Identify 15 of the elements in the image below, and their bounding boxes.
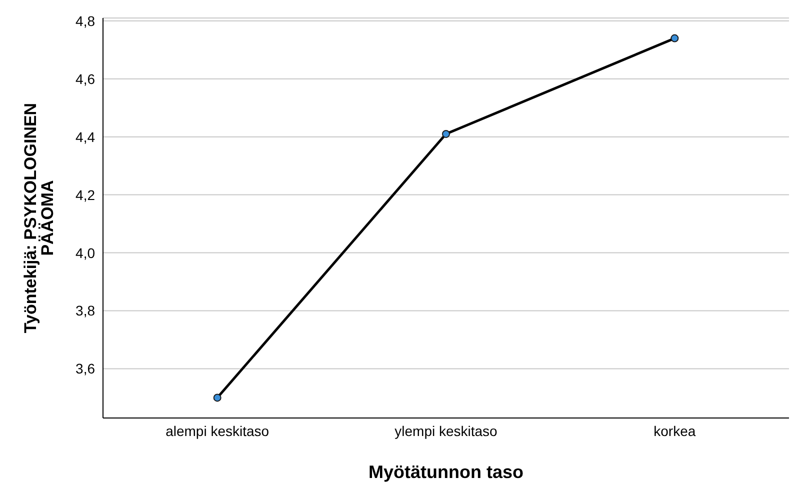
point xyxy=(670,34,679,42)
point xyxy=(442,130,450,138)
y-tick-label: 4,8 xyxy=(76,12,96,29)
x-axis-title: Myötätunnon taso xyxy=(368,462,524,482)
y-tick-label: 4,2 xyxy=(76,186,96,203)
point xyxy=(213,394,222,402)
y-tick-label: 4,6 xyxy=(76,70,96,87)
y-tick-label: 3,6 xyxy=(76,360,96,377)
y-axis-title: Työntekijä: PSYKOLOGINEN PÄÄOMA xyxy=(21,102,57,334)
x-tick-label: alempi keskitaso xyxy=(166,422,270,439)
y-tick-label: 3,8 xyxy=(76,302,96,319)
y-tick-label: 4,4 xyxy=(76,128,96,145)
y-tick-label: 4,0 xyxy=(76,244,96,261)
x-tick-label: ylempi keskitaso xyxy=(394,422,498,439)
x-tick-label: korkea xyxy=(654,422,696,439)
